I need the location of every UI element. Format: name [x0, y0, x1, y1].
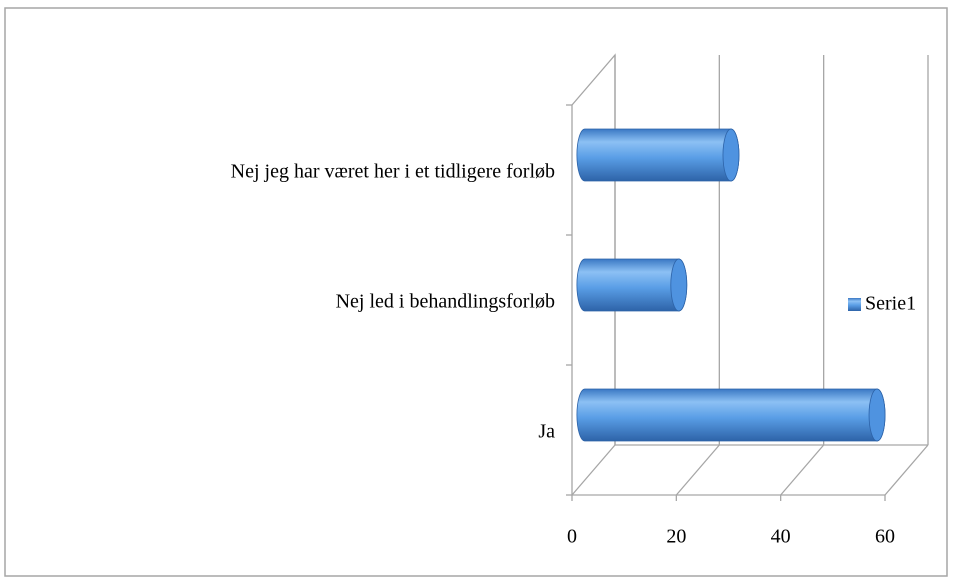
bar-cap: [722, 128, 740, 182]
floor-line: [571, 444, 616, 496]
bar: [576, 258, 688, 312]
x-tick-label: 0: [567, 526, 577, 548]
x-tick-label: 40: [771, 526, 791, 548]
y-tick-label: Ja: [538, 421, 555, 443]
bar: [576, 128, 740, 182]
bar-cap: [670, 258, 688, 312]
floor-line: [675, 444, 720, 496]
legend-swatch: [848, 298, 861, 311]
floor-line: [780, 444, 825, 496]
y-tick-label: Nej jeg har været her i et tidligere for…: [231, 161, 555, 183]
floor-line: [884, 444, 929, 496]
bar-cap: [868, 388, 886, 442]
bar: [576, 388, 886, 442]
y-tick-label: Nej led i behandlingsforløb: [336, 291, 555, 313]
x-tick-label: 20: [666, 526, 686, 548]
chart-border: [4, 7, 948, 577]
legend-label: Serie1: [865, 293, 916, 315]
x-tick-label: 60: [875, 526, 895, 548]
